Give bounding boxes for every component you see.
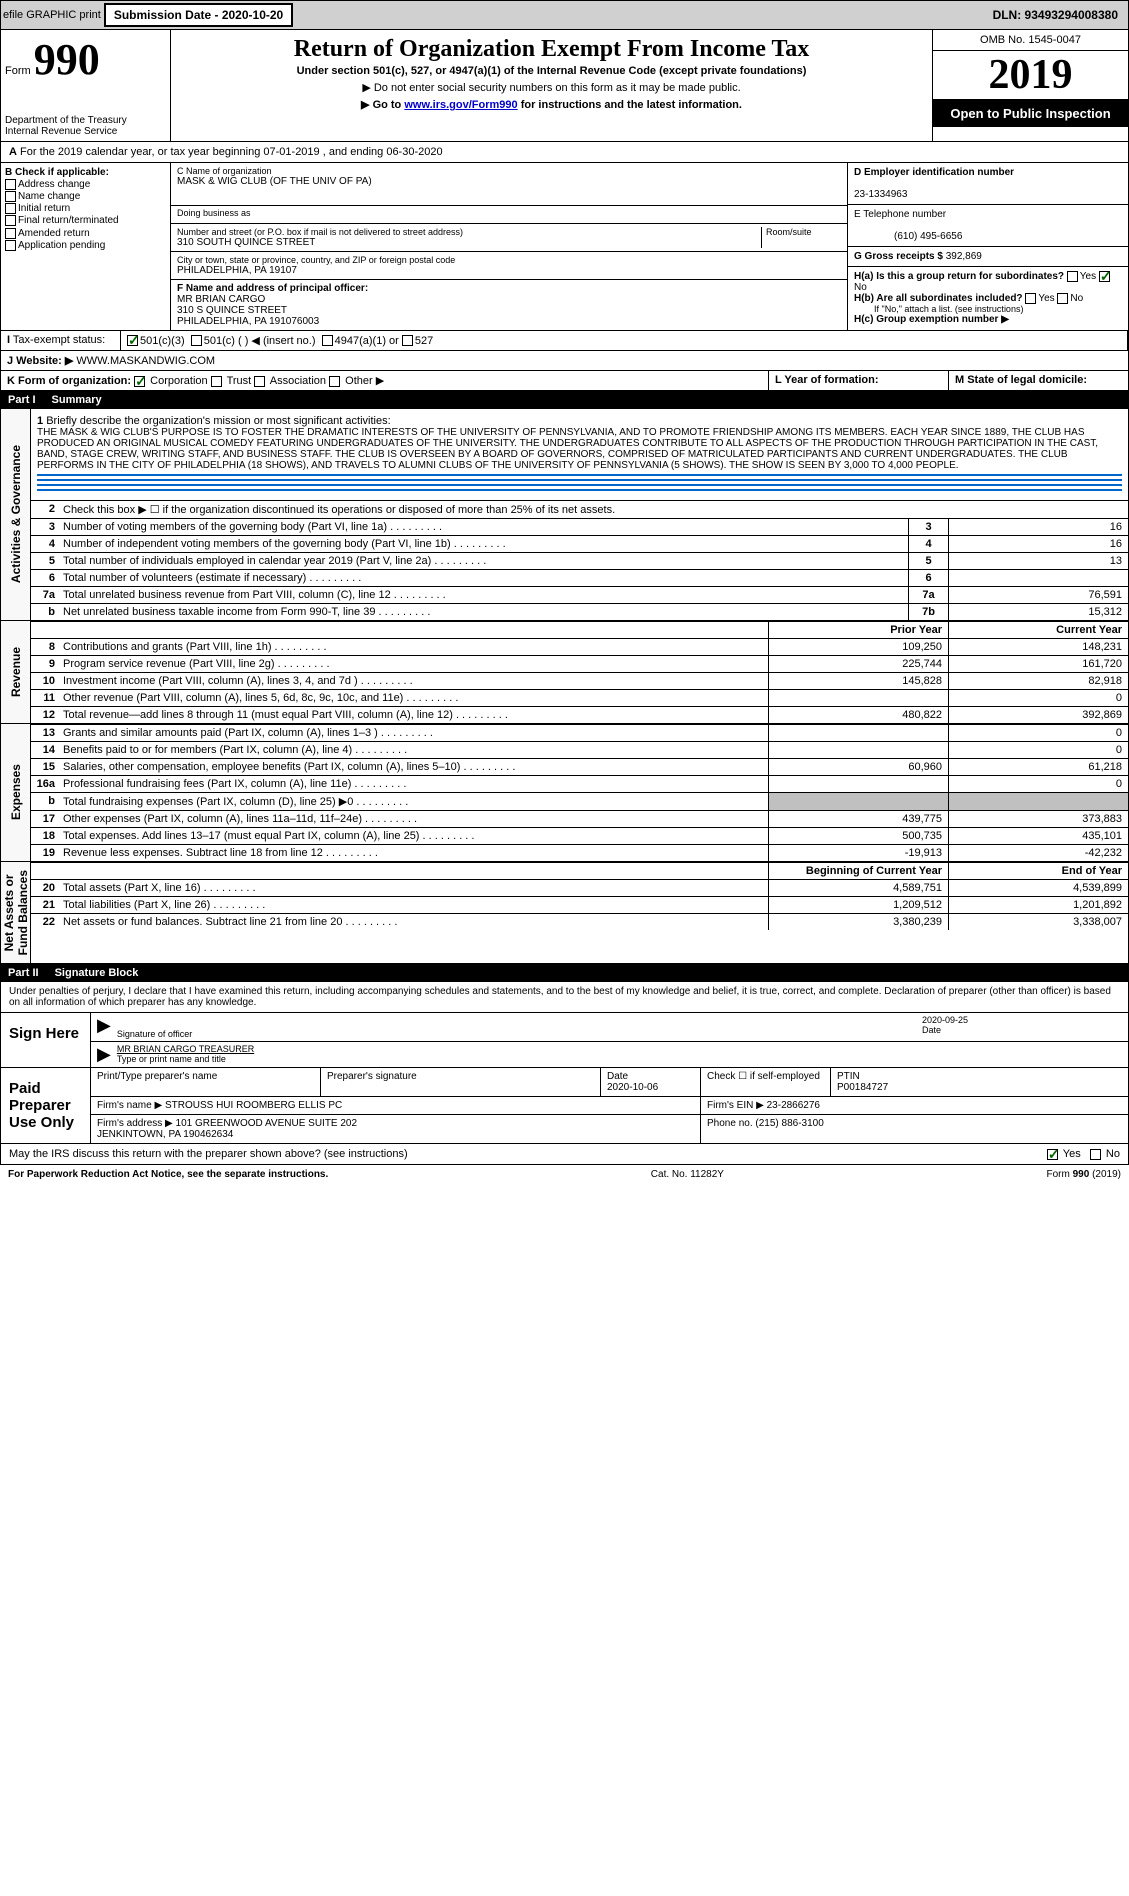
expenses-section: Expenses 13Grants and similar amounts pa… [0,724,1129,862]
arrow-icon: ▶ [97,1015,111,1039]
tax-year: 2019 [933,51,1128,100]
prep-date: 2020-10-06 [607,1082,658,1093]
data-row: 17Other expenses (Part IX, column (A), l… [31,810,1128,827]
firm-ein: 23-2866276 [767,1100,820,1111]
part2-header: Part II Signature Block [0,964,1129,982]
data-row: 15Salaries, other compensation, employee… [31,758,1128,775]
irs-link[interactable]: www.irs.gov/Form990 [404,99,517,111]
right-column: D Employer identification number 23-1334… [848,163,1128,330]
tax-exempt-row: I Tax-exempt status: 501(c)(3) 501(c) ( … [0,331,1129,351]
top-bar: efile GRAPHIC print Submission Date - 20… [0,0,1129,30]
main-header: Form 990 Department of the Treasury Inte… [0,30,1129,142]
governance-section: Activities & Governance 1 Briefly descri… [0,409,1129,621]
form-number: 990 [34,35,100,84]
subtitle-3: ▶ Go to www.irs.gov/Form990 for instruct… [177,98,926,111]
data-row: 21Total liabilities (Part X, line 26)1,2… [31,896,1128,913]
gov-row: 6Total number of volunteers (estimate if… [31,569,1128,586]
signature-block: Under penalties of perjury, I declare th… [0,982,1129,1165]
check-pending[interactable]: Application pending [5,240,166,251]
data-row: 18Total expenses. Add lines 13–17 (must … [31,827,1128,844]
form-org-row: K Form of organization: Corporation Trus… [0,371,1129,391]
check-address[interactable]: Address change [5,179,166,190]
submission-date-button[interactable]: Submission Date - 2020-10-20 [104,3,293,27]
gov-row: 4Number of independent voting members of… [31,535,1128,552]
discuss-yes[interactable] [1047,1149,1058,1160]
footer: For Paperwork Reduction Act Notice, see … [0,1165,1129,1184]
dept-label: Department of the Treasury Internal Reve… [5,115,166,137]
right-header: OMB No. 1545-0047 2019 Open to Public In… [933,30,1128,141]
org-name: MASK & WIG CLUB (OF THE UNIV OF PA) [177,176,841,187]
check-amended[interactable]: Amended return [5,228,166,239]
signer-name: MR BRIAN CARGO TREASURER [117,1044,254,1054]
data-row: 13Grants and similar amounts paid (Part … [31,724,1128,741]
dln-label: DLN: 93493294008380 [993,8,1126,22]
gov-row: 3Number of voting members of the governi… [31,518,1128,535]
sign-here-label: Sign Here [1,1013,91,1067]
form-id-cell: Form 990 Department of the Treasury Inte… [1,30,171,141]
check-initial[interactable]: Initial return [5,203,166,214]
discuss-no[interactable] [1090,1149,1101,1160]
expenses-label: Expenses [7,756,25,828]
phone-value: (610) 495-6656 [894,231,962,242]
subtitle-1: Under section 501(c), 527, or 4947(a)(1)… [177,65,926,77]
open-public-badge: Open to Public Inspection [933,100,1128,127]
check-final[interactable]: Final return/terminated [5,215,166,226]
paid-preparer-label: Paid Preparer Use Only [1,1068,91,1143]
omb-number: OMB No. 1545-0047 [933,30,1128,51]
gross-receipts: 392,869 [946,251,982,262]
check-name[interactable]: Name change [5,191,166,202]
gov-row: 5Total number of individuals employed in… [31,552,1128,569]
part1-header: Part I Summary [0,391,1129,409]
name-column: C Name of organization MASK & WIG CLUB (… [171,163,848,330]
identity-grid: B Check if applicable: Address change Na… [0,163,1129,331]
ein-value: 23-1334963 [854,189,907,200]
data-row: bTotal fundraising expenses (Part IX, co… [31,792,1128,810]
website-row: J Website: ▶ WWW.MASKANDWIG.COM [0,351,1129,371]
officer-info: MR BRIAN CARGO 310 S QUINCE STREET PHILA… [177,294,841,327]
gov-row: 7aTotal unrelated business revenue from … [31,586,1128,603]
form-word: Form [5,65,31,77]
gov-row: bNet unrelated business taxable income f… [31,603,1128,620]
data-row: 22Net assets or fund balances. Subtract … [31,913,1128,930]
netassets-section: Net Assets or Fund Balances Beginning of… [0,862,1129,964]
data-row: 14Benefits paid to or for members (Part … [31,741,1128,758]
center-header: Return of Organization Exempt From Incom… [171,30,933,141]
org-city: PHILADELPHIA, PA 19107 [177,265,841,276]
check-501c3[interactable] [127,335,138,346]
org-address: 310 SOUTH QUINCE STREET [177,237,761,248]
efile-label: efile GRAPHIC print [3,9,101,21]
data-row: 9Program service revenue (Part VIII, lin… [31,655,1128,672]
data-row: 11Other revenue (Part VIII, column (A), … [31,689,1128,706]
revenue-label: Revenue [7,639,25,705]
data-row: 20Total assets (Part X, line 16)4,589,75… [31,879,1128,896]
arrow-icon: ▶ [97,1044,111,1065]
data-row: 12Total revenue—add lines 8 through 11 (… [31,706,1128,723]
data-row: 8Contributions and grants (Part VIII, li… [31,638,1128,655]
website-value: WWW.MASKANDWIG.COM [76,355,215,367]
netassets-label: Net Assets or Fund Balances [0,862,32,963]
ptin-value: P00184727 [837,1082,888,1093]
form-title: Return of Organization Exempt From Incom… [177,36,926,63]
data-row: 10Investment income (Part VIII, column (… [31,672,1128,689]
data-row: 19Revenue less expenses. Subtract line 1… [31,844,1128,861]
period-row: A For the 2019 calendar year, or tax yea… [0,142,1129,163]
firm-name: STROUSS HUI ROOMBERG ELLIS PC [165,1100,342,1111]
revenue-section: Revenue Prior Year Current Year 8Contrib… [0,621,1129,724]
check-column: B Check if applicable: Address change Na… [1,163,171,330]
sig-date: 2020-09-25 [922,1015,968,1025]
mission-text: THE MASK & WIG CLUB'S PURPOSE IS TO FOST… [37,427,1122,471]
declaration-text: Under penalties of perjury, I declare th… [1,982,1128,1012]
firm-phone: (215) 886-3100 [755,1118,823,1129]
data-row: 16aProfessional fundraising fees (Part I… [31,775,1128,792]
governance-label: Activities & Governance [7,437,25,591]
subtitle-2: ▶ Do not enter social security numbers o… [177,81,926,94]
